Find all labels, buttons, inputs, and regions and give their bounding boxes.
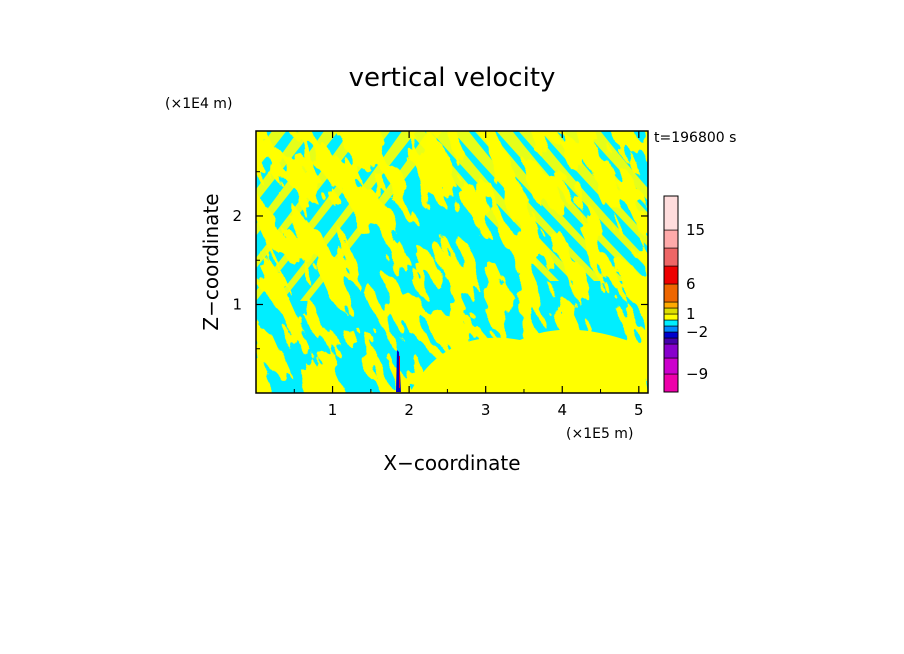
wave-band xyxy=(562,131,648,224)
colorbar-swatch xyxy=(663,325,679,333)
y-tick-label: 2 xyxy=(232,207,242,225)
colorbar: −9 −21 6 15 xyxy=(663,195,708,393)
time-label: t=196800 s xyxy=(654,130,736,146)
wave-band xyxy=(256,131,365,269)
x-axis: 1 2 3 4 5 xyxy=(293,131,644,419)
colorbar-swatch xyxy=(663,247,679,267)
colorbar-swatch xyxy=(663,373,679,393)
x-tick-label: 5 xyxy=(634,401,644,419)
x-axis-label: X−coordinate xyxy=(383,451,520,475)
y-tick-label: 1 xyxy=(232,295,242,313)
wave-band xyxy=(274,131,417,301)
wave-band xyxy=(256,131,391,301)
x-tick-label: 4 xyxy=(557,401,567,419)
colorbar-tick-label: −9 xyxy=(686,365,708,383)
wave-bands xyxy=(256,131,648,393)
colorbar-frame xyxy=(663,195,679,393)
x-tick-label: 2 xyxy=(404,401,414,419)
x-tick-label: 1 xyxy=(328,401,338,419)
colorbar-tick-label: 1 xyxy=(686,305,696,323)
wave-band xyxy=(584,131,648,201)
heatmap-field xyxy=(256,131,648,393)
y-axis-label: Z−coordinate xyxy=(199,193,223,330)
colorbar-swatch xyxy=(663,357,679,375)
colorbar-swatch xyxy=(663,265,679,285)
colorbar-tick-label: 6 xyxy=(686,275,696,293)
chart-title: vertical velocity xyxy=(349,63,556,93)
colorbar-swatch xyxy=(663,331,679,339)
wave-band xyxy=(256,131,339,236)
y-axis: 12 xyxy=(232,171,648,350)
lower-positive-region xyxy=(410,329,648,393)
strong-downdraft-streak xyxy=(399,356,400,388)
plot-frame xyxy=(255,130,649,394)
heatmap-noise-layer xyxy=(256,131,648,393)
colorbar-swatch xyxy=(663,319,679,327)
colorbar-swatch xyxy=(663,337,679,345)
colorbar-swatch xyxy=(663,313,679,321)
colorbar-tick-label: −2 xyxy=(686,323,708,341)
wave-band xyxy=(496,131,647,281)
wave-band xyxy=(452,131,603,281)
wave-band xyxy=(518,131,648,269)
wave-band xyxy=(430,131,581,281)
wave-band xyxy=(256,131,313,203)
colorbar-swatch xyxy=(663,343,679,359)
x-unit-label: (×1E5 m) xyxy=(566,426,633,442)
wave-band xyxy=(408,131,559,281)
y-unit-label: (×1E4 m) xyxy=(165,96,232,112)
colorbar-tick-label: 15 xyxy=(686,221,705,239)
colorbar-swatch xyxy=(663,307,679,315)
x-tick-label: 3 xyxy=(481,401,491,419)
colorbar-swatch xyxy=(663,195,679,231)
wave-band xyxy=(474,131,625,281)
colorbar-swatch xyxy=(663,301,679,309)
wave-band xyxy=(256,131,287,170)
colorbar-swatch xyxy=(663,229,679,249)
wave-band xyxy=(300,131,443,301)
wave-band xyxy=(540,131,648,247)
colorbar-swatch xyxy=(663,283,679,303)
